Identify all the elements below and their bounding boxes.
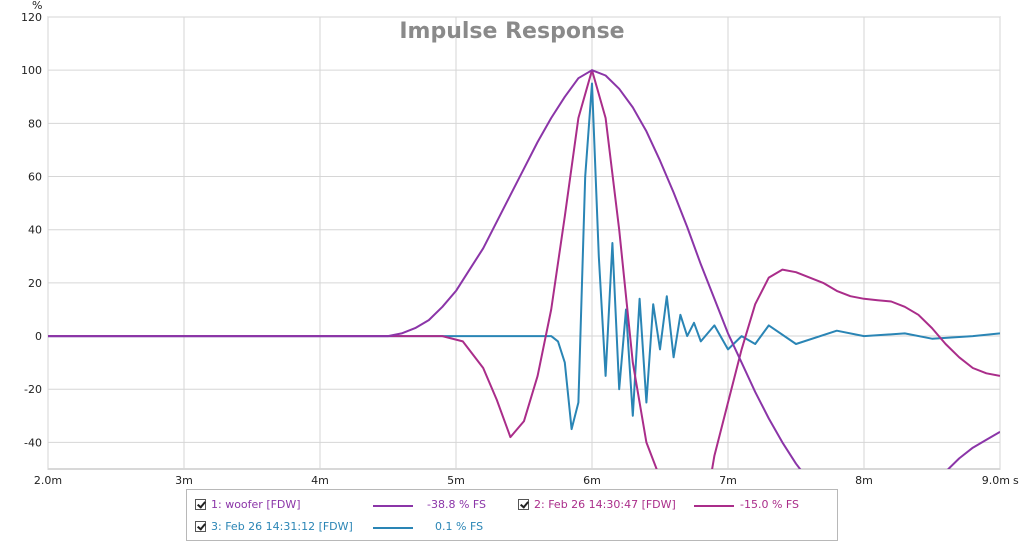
legend-swatch-series-3: [373, 527, 413, 529]
y-tick-label: 40: [28, 224, 42, 237]
grid: [47, 16, 1001, 469]
x-tick-label: 2.0m: [34, 474, 62, 485]
y-tick-label: -40: [24, 436, 42, 449]
impulse-response-chart: Impulse Response % 120 100 80 60 40 20 0 -20 -40…: [21, 0, 1019, 485]
x-axis-unit-label: s: [1013, 474, 1019, 485]
legend-entry-series-3[interactable]: 3: Feb 26 14:31:12 [FDW] 0.1 % FS: [195, 518, 515, 538]
legend-label-series-3: 3: Feb 26 14:31:12 [FDW]: [211, 520, 353, 533]
y-tick-label: 120: [21, 11, 42, 24]
series-line-1: [48, 69, 1000, 469]
legend: 1: woofer [FDW] -38.8 % FS 2: Feb 26 14:…: [186, 489, 838, 541]
legend-row-1: 1: woofer [FDW] -38.8 % FS 2: Feb 26 14:…: [195, 496, 835, 516]
y-tick-label: 100: [21, 64, 42, 77]
x-tick-label: 9.0m: [982, 474, 1010, 485]
y-tick-label: 0: [35, 330, 42, 343]
legend-checkbox-series-3[interactable]: [195, 521, 206, 532]
x-tick-label: 3m: [175, 474, 193, 485]
legend-checkbox-woofer[interactable]: [195, 499, 206, 510]
legend-swatch-series-2: [694, 505, 734, 507]
x-tick-label: 4m: [311, 474, 329, 485]
y-tick-label: 60: [28, 171, 42, 184]
y-tick-label: -20: [24, 383, 42, 396]
x-tick-label: 7m: [719, 474, 737, 485]
legend-row-2: 3: Feb 26 14:31:12 [FDW] 0.1 % FS: [195, 518, 835, 538]
x-tick-label: 8m: [855, 474, 873, 485]
y-axis-unit-label: %: [32, 0, 42, 12]
legend-checkbox-series-2[interactable]: [518, 499, 529, 510]
legend-entry-woofer[interactable]: 1: woofer [FDW] -38.8 % FS: [195, 496, 515, 516]
legend-label-woofer: 1: woofer [FDW]: [211, 498, 301, 511]
y-tick-labels: 120 100 80 60 40 20 0 -20 -40: [21, 11, 42, 449]
legend-entry-series-2[interactable]: 2: Feb 26 14:30:47 [FDW] -15.0 % FS: [518, 496, 835, 516]
y-tick-label: 80: [28, 117, 42, 130]
legend-swatch-woofer: [373, 505, 413, 507]
legend-value-series-3: 0.1 % FS: [435, 520, 484, 533]
series-line-2: [48, 69, 1000, 469]
chart-title: Impulse Response: [399, 19, 624, 44]
x-tick-labels: 2.0m 3m 4m 5m 6m 7m 8m 9.0m: [34, 474, 1010, 485]
y-tick-label: 20: [28, 277, 42, 290]
x-tick-label: 5m: [447, 474, 465, 485]
legend-value-series-2: -15.0 % FS: [740, 498, 800, 511]
series-lines: [48, 69, 1000, 469]
legend-label-series-2: 2: Feb 26 14:30:47 [FDW]: [534, 498, 676, 511]
series-line-3: [48, 82, 1000, 431]
legend-value-woofer: -38.8 % FS: [427, 498, 487, 511]
plot-area: [47, 16, 1001, 470]
x-tick-label: 6m: [583, 474, 601, 485]
